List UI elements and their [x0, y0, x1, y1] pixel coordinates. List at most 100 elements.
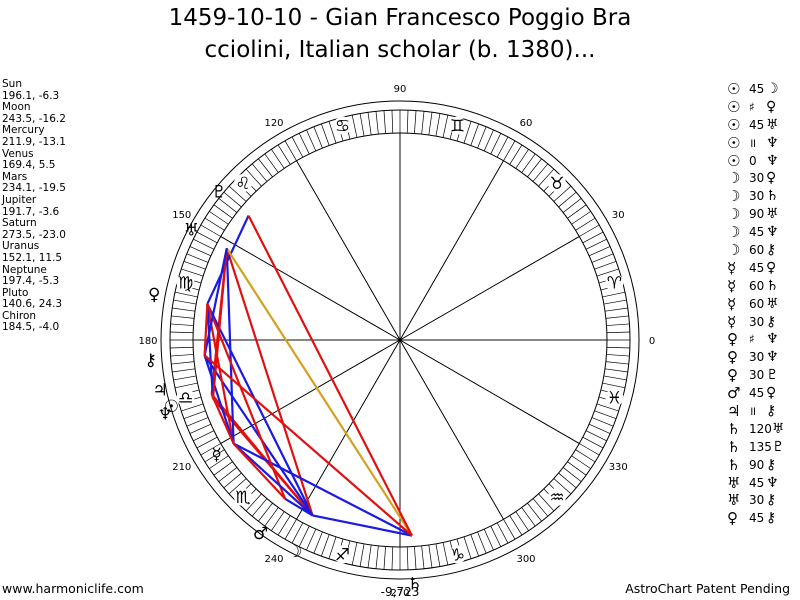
degree-tick — [463, 536, 472, 559]
planet-glyph-icon: ⚷ — [145, 351, 157, 371]
degree-tick — [383, 110, 386, 134]
degree-tick — [588, 246, 611, 257]
aspect-line — [232, 442, 286, 500]
degree-label: 180 — [138, 336, 157, 347]
aspect-row: ♀ 45 ⚷ — [727, 509, 797, 527]
degree-tick — [606, 354, 630, 357]
aspect-row: ♂ 45 ♀ — [727, 384, 797, 402]
degree-tick — [575, 217, 596, 231]
degree-tick — [496, 136, 509, 158]
degree-tick — [483, 129, 494, 152]
degree-tick — [575, 449, 596, 463]
planet-name: Jupiter — [2, 193, 37, 206]
degree-tick — [435, 543, 441, 567]
degree-tick — [183, 261, 206, 270]
degree-tick — [284, 140, 297, 161]
planet-position: 191.7, -3.6 — [2, 205, 60, 218]
degree-tick — [515, 511, 529, 531]
aspect-line — [206, 303, 235, 444]
degree-tick — [193, 238, 215, 250]
aspect-planet-2-icon: ⚷ — [766, 492, 777, 509]
aspect-planet-1-icon: ♄ — [727, 455, 741, 474]
degree-tick — [245, 168, 262, 187]
degree-tick — [602, 382, 626, 389]
planet-position: 169.4, 5.5 — [2, 159, 56, 172]
degree-tick — [503, 519, 516, 540]
aspect-angle: 30 — [749, 493, 765, 508]
aspect-planet-1-icon: ♅ — [727, 491, 741, 510]
degree-tick — [605, 361, 629, 365]
planet-name: Moon — [2, 101, 31, 114]
aspect-planet-1-icon: ☿ — [727, 294, 737, 313]
degree-tick — [351, 114, 358, 138]
degree-tick — [421, 545, 425, 569]
degree-tick — [173, 299, 197, 305]
degree-tick — [200, 443, 221, 456]
aspect-planet-1-icon: ☽ — [727, 169, 741, 188]
degree-tick — [442, 542, 449, 566]
aspect-planet-2-icon: ⚷ — [766, 313, 777, 330]
zodiac-sign-icon: ♋ — [335, 117, 350, 137]
zodiac-sign-icon: ♏ — [235, 488, 250, 508]
aspect-planet-1-icon: ☿ — [727, 258, 737, 277]
aspect-planet-2-icon: ♇ — [766, 367, 779, 384]
aspect-row: ☉ ॥ ♆ — [727, 134, 797, 152]
degree-tick — [604, 307, 628, 312]
aspect-line — [206, 303, 314, 516]
aspect-planet-2-icon: ☽ — [766, 80, 779, 97]
aspect-line — [225, 247, 413, 537]
degree-tick — [321, 123, 330, 146]
degree-tick — [538, 493, 555, 512]
aspect-row: ♄ 90 ⚷ — [727, 456, 797, 474]
planet-name: Venus — [2, 147, 34, 160]
degree-tick — [594, 261, 617, 270]
degree-tick — [602, 291, 626, 298]
degree-tick — [359, 543, 365, 567]
aspect-row: ☽ 30 ♄ — [727, 187, 797, 205]
zodiac-sign-backdrop — [176, 273, 195, 292]
degree-tick — [470, 534, 479, 557]
planet-name: Sun — [2, 78, 22, 90]
degree-tick — [213, 461, 233, 476]
planet-glyph-icon: ♇ — [212, 182, 227, 202]
aspect-row: ♀ 30 ♆ — [727, 348, 797, 366]
aspect-planet-2-icon: ⚷ — [766, 241, 777, 258]
aspect-angle: 30 — [749, 368, 765, 383]
aspect-angle: 45 — [749, 117, 765, 132]
degree-tick — [567, 461, 587, 476]
degree-tick — [428, 544, 433, 568]
degree-tick — [173, 375, 197, 381]
aspect-line — [203, 303, 209, 356]
degree-label: 150 — [172, 210, 191, 221]
aspect-row: ☉ 45 ☽ — [727, 80, 797, 98]
planet-position: 140.6, 24.3 — [2, 298, 63, 311]
degree-tick — [571, 211, 591, 225]
planet-glyph-icon: ☿ — [211, 445, 221, 465]
planet-glyph-icon: ♂ — [253, 524, 268, 544]
aspect-planet-2-icon: ⚷ — [766, 456, 777, 473]
degree-tick — [562, 467, 582, 482]
degree-tick — [553, 478, 572, 495]
degree-label: 30 — [612, 210, 625, 221]
degree-tick — [582, 436, 604, 449]
planet-entry-chiron: Chiron 184.5, -4.0 — [2, 309, 66, 334]
aspect-planet-1-icon: ♃ — [727, 401, 741, 420]
planet-name: Chiron — [2, 309, 37, 322]
degree-tick — [606, 346, 630, 349]
planet-entry-venus: Venus 169.4, 5.5 — [2, 147, 66, 172]
degree-tick — [421, 111, 425, 135]
degree-tick — [171, 361, 195, 365]
degree-tick — [264, 507, 279, 527]
aspect-planet-2-icon: ♆ — [766, 134, 779, 151]
degree-tick — [291, 136, 304, 158]
aspect-row: ♄ 120 ♅ — [727, 420, 797, 438]
degree-tick — [170, 331, 194, 334]
degree-tick — [181, 403, 204, 412]
planet-glyph-icon: ♀ — [148, 285, 160, 305]
aspect-planet-2-icon: ♀ — [766, 259, 777, 276]
aspect-planet-1-icon: ♂ — [727, 384, 741, 403]
degree-label: 270 — [390, 588, 409, 599]
zodiac-sign-icon: ♒ — [549, 488, 564, 508]
degree-tick — [591, 253, 614, 263]
